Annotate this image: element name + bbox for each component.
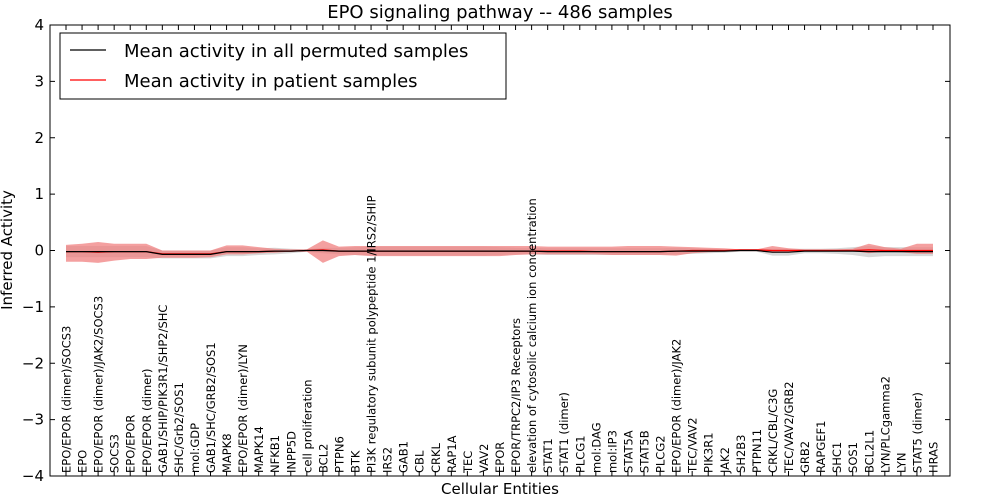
x-tick-label: EPO: [76, 450, 90, 473]
legend-label-patient: Mean activity in patient samples: [124, 71, 418, 92]
legend: Mean activity in all permuted samples Me…: [59, 32, 507, 100]
x-tick-label: EPO/EPOR (dimer): [140, 369, 154, 474]
x-tick-label: SOS1: [846, 442, 860, 473]
x-tick-label: JAK2: [718, 447, 732, 474]
y-tick-label: 3: [34, 72, 44, 90]
x-tick-label: EPO/EPOR (dimer)/JAK2/SOCS3: [92, 296, 106, 473]
x-tick-label: RAPGEF1: [814, 421, 828, 473]
x-tick-label: TEC/VAV2/GRB2: [782, 381, 796, 474]
x-tick-label: CRKL/CBL/C3G: [766, 389, 780, 473]
y-tick-label: 2: [34, 129, 44, 147]
x-tick-label: TEC: [461, 451, 475, 474]
x-tick-label: PTPN6: [332, 436, 346, 473]
x-tick-label: IRS2: [381, 447, 395, 473]
x-axis: EPO/EPOR (dimer)/SOCS3 EPO EPO/EPOR (dimer…: [60, 25, 941, 476]
x-tick-label: mol:IP3: [605, 430, 619, 473]
x-tick-label: RAP1A: [445, 435, 459, 473]
x-tick-label: SH2B3: [734, 434, 748, 472]
y-tick-label: −4: [22, 467, 44, 485]
x-tick-label: mol:DAG: [589, 422, 603, 473]
x-tick-label: EPO/EPOR: [124, 415, 138, 473]
x-tick-label: SHC/Grb2/SOS1: [172, 382, 186, 473]
x-tick-label: GAB1/SHC/GRB2/SOS1: [204, 342, 218, 473]
chart-title: EPO signaling pathway -- 486 samples: [327, 2, 673, 23]
x-tick-label: STAT5B: [638, 430, 652, 473]
x-tick-label: NFKB1: [268, 435, 282, 473]
x-tick-label: STAT1 (dimer): [557, 392, 571, 473]
x-tick-label: SOCS3: [108, 434, 122, 473]
x-tick-label: BCL2: [316, 444, 330, 473]
x-axis-label: Cellular Entities: [441, 480, 559, 498]
x-tick-label: EPOR/TRPC2/IP3 Receptors: [509, 318, 523, 473]
x-tick-label: EPO/EPOR (dimer)/SOCS3: [60, 326, 74, 473]
x-tick-label: EPOR: [493, 442, 507, 473]
x-tick-label: LYN/PLCgamma2: [878, 376, 892, 473]
x-tick-label: CBL: [413, 450, 427, 473]
x-tick-label: BTK: [349, 450, 363, 473]
line-layer: [66, 249, 933, 255]
x-tick-label: PTPN11: [750, 429, 764, 473]
y-axis: −4 −3 −2 −1 0 1 2 3 4: [22, 16, 950, 485]
x-tick-label: GAB1: [397, 441, 411, 473]
x-tick-label: PI3K regulatory subunit polypeptide 1/IR…: [365, 195, 379, 473]
x-tick-label: STAT1: [541, 438, 555, 473]
x-tick-label: cell proliferation: [300, 379, 314, 473]
x-tick-label: mol:GDP: [188, 423, 202, 473]
y-axis-label: Inferred Activity: [0, 190, 16, 310]
y-tick-label: 0: [34, 242, 44, 260]
y-tick-label: 1: [34, 185, 44, 203]
legend-label-permuted: Mean activity in all permuted samples: [124, 41, 468, 62]
y-tick-label: −3: [22, 411, 44, 429]
x-tick-label: BCL2L1: [862, 430, 876, 473]
x-tick-label: MAPK8: [220, 433, 234, 473]
x-tick-label: GRB2: [798, 441, 812, 473]
x-tick-label: elevation of cytosolic calcium ion conce…: [525, 198, 539, 473]
x-tick-label: TEC/VAV2: [686, 417, 700, 474]
x-tick-label: MAPK14: [252, 426, 266, 473]
x-tick-label: PLCG2: [654, 435, 668, 473]
permuted-mean-line: [66, 249, 933, 255]
y-tick-label: −1: [22, 298, 44, 316]
x-tick-label: PIK3R1: [702, 432, 716, 473]
y-tick-label: −2: [22, 354, 44, 372]
x-tick-label: STAT5A: [621, 430, 635, 473]
x-tick-label: SHC1: [830, 442, 844, 473]
x-tick-label: STAT5 (dimer): [910, 392, 924, 473]
x-tick-label: INPP5D: [284, 431, 298, 473]
x-tick-label: VAV2: [477, 444, 491, 473]
x-tick-label: EPO/EPOR (dimer)/LYN: [236, 344, 250, 473]
y-tick-label: 4: [34, 16, 44, 34]
legend-box: [59, 32, 507, 100]
x-tick-label: LYN: [894, 452, 908, 473]
x-tick-label: EPO/EPOR (dimer)/JAK2: [670, 339, 684, 473]
x-tick-label: GAB1/SHIP/PIK3R1/SHP2/SHC: [156, 305, 170, 473]
x-tick-label: PLCG1: [573, 435, 587, 473]
x-tick-label: CRKL: [429, 442, 443, 473]
x-tick-label: HRAS: [927, 442, 941, 473]
